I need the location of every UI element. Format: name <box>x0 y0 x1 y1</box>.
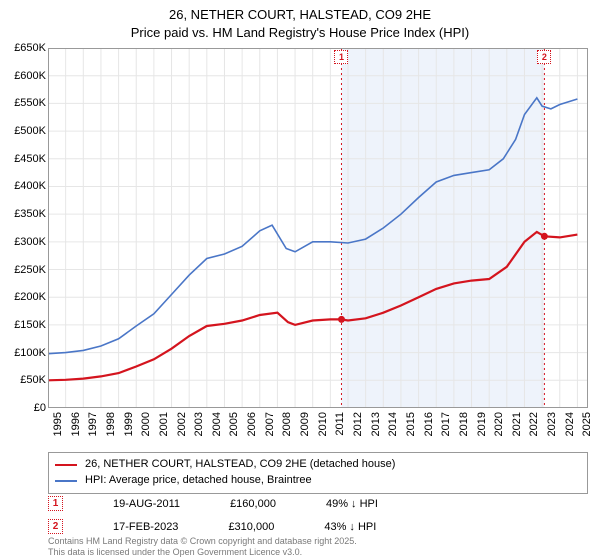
plot-area <box>48 48 588 408</box>
y-tick-label: £100K <box>2 347 46 359</box>
x-tick-label: 2019 <box>476 412 488 442</box>
title-address: 26, NETHER COURT, HALSTEAD, CO9 2HE <box>0 6 600 24</box>
x-tick-label: 2008 <box>281 412 293 442</box>
x-tick-label: 2017 <box>440 412 452 442</box>
y-tick-label: £50K <box>2 374 46 386</box>
x-tick-label: 1999 <box>123 412 135 442</box>
marker-price: £160,000 <box>230 498 276 510</box>
x-tick-label: 1996 <box>70 412 82 442</box>
y-tick-label: £150K <box>2 319 46 331</box>
chart-container: 26, NETHER COURT, HALSTEAD, CO9 2HE Pric… <box>0 0 600 560</box>
marker-date: 19-AUG-2011 <box>113 498 180 510</box>
x-tick-label: 1995 <box>52 412 64 442</box>
legend-swatch <box>55 464 77 466</box>
attribution: Contains HM Land Registry data © Crown c… <box>48 536 357 559</box>
x-tick-label: 2024 <box>564 412 576 442</box>
y-tick-label: £450K <box>2 153 46 165</box>
legend-row: 26, NETHER COURT, HALSTEAD, CO9 2HE (det… <box>55 457 581 473</box>
x-tick-label: 1997 <box>87 412 99 442</box>
annotation-marker: 1 <box>334 50 348 64</box>
y-tick-label: £300K <box>2 236 46 248</box>
x-tick-label: 2003 <box>193 412 205 442</box>
legend-label: 26, NETHER COURT, HALSTEAD, CO9 2HE (det… <box>85 457 395 473</box>
y-tick-label: £500K <box>2 125 46 137</box>
legend-label: HPI: Average price, detached house, Brai… <box>85 473 312 489</box>
marker-price: £310,000 <box>228 521 274 533</box>
y-tick-label: £400K <box>2 180 46 192</box>
x-tick-label: 2022 <box>528 412 540 442</box>
y-tick-label: £600K <box>2 70 46 82</box>
marker-date: 17-FEB-2023 <box>113 521 178 533</box>
x-tick-label: 2015 <box>405 412 417 442</box>
legend-row: HPI: Average price, detached house, Brai… <box>55 473 581 489</box>
x-tick-label: 2004 <box>211 412 223 442</box>
x-tick-label: 2023 <box>546 412 558 442</box>
x-tick-label: 2021 <box>511 412 523 442</box>
table-row: 1 19-AUG-2011 £160,000 49% ↓ HPI <box>48 492 588 515</box>
x-tick-label: 2013 <box>370 412 382 442</box>
x-tick-label: 2000 <box>140 412 152 442</box>
marker-id-box: 2 <box>48 519 63 534</box>
x-tick-label: 1998 <box>105 412 117 442</box>
attribution-line: This data is licensed under the Open Gov… <box>48 547 357 558</box>
annotation-marker: 2 <box>537 50 551 64</box>
x-tick-label: 2005 <box>228 412 240 442</box>
x-tick-label: 2018 <box>458 412 470 442</box>
y-tick-label: £250K <box>2 264 46 276</box>
attribution-line: Contains HM Land Registry data © Crown c… <box>48 536 357 547</box>
x-tick-label: 2010 <box>317 412 329 442</box>
y-tick-label: £550K <box>2 97 46 109</box>
x-tick-label: 2012 <box>352 412 364 442</box>
y-tick-label: £650K <box>2 42 46 54</box>
title-subtitle: Price paid vs. HM Land Registry's House … <box>0 24 600 42</box>
x-tick-label: 2020 <box>493 412 505 442</box>
chart-svg <box>48 48 588 408</box>
x-tick-label: 2011 <box>334 412 346 442</box>
table-row: 2 17-FEB-2023 £310,000 43% ↓ HPI <box>48 515 588 538</box>
legend-swatch <box>55 480 77 482</box>
x-tick-label: 2016 <box>423 412 435 442</box>
x-tick-label: 2025 <box>581 412 593 442</box>
x-tick-label: 2006 <box>246 412 258 442</box>
chart-title: 26, NETHER COURT, HALSTEAD, CO9 2HE Pric… <box>0 0 600 41</box>
marker-delta: 43% ↓ HPI <box>324 521 376 533</box>
x-tick-label: 2001 <box>158 412 170 442</box>
x-tick-label: 2014 <box>387 412 399 442</box>
x-tick-label: 2007 <box>264 412 276 442</box>
marker-id-box: 1 <box>48 496 63 511</box>
y-tick-label: £350K <box>2 208 46 220</box>
y-tick-label: £200K <box>2 291 46 303</box>
x-tick-label: 2009 <box>299 412 311 442</box>
x-tick-label: 2002 <box>176 412 188 442</box>
legend: 26, NETHER COURT, HALSTEAD, CO9 2HE (det… <box>48 452 588 494</box>
y-tick-label: £0 <box>2 402 46 414</box>
marker-table: 1 19-AUG-2011 £160,000 49% ↓ HPI 2 17-FE… <box>48 492 588 538</box>
marker-delta: 49% ↓ HPI <box>326 498 378 510</box>
